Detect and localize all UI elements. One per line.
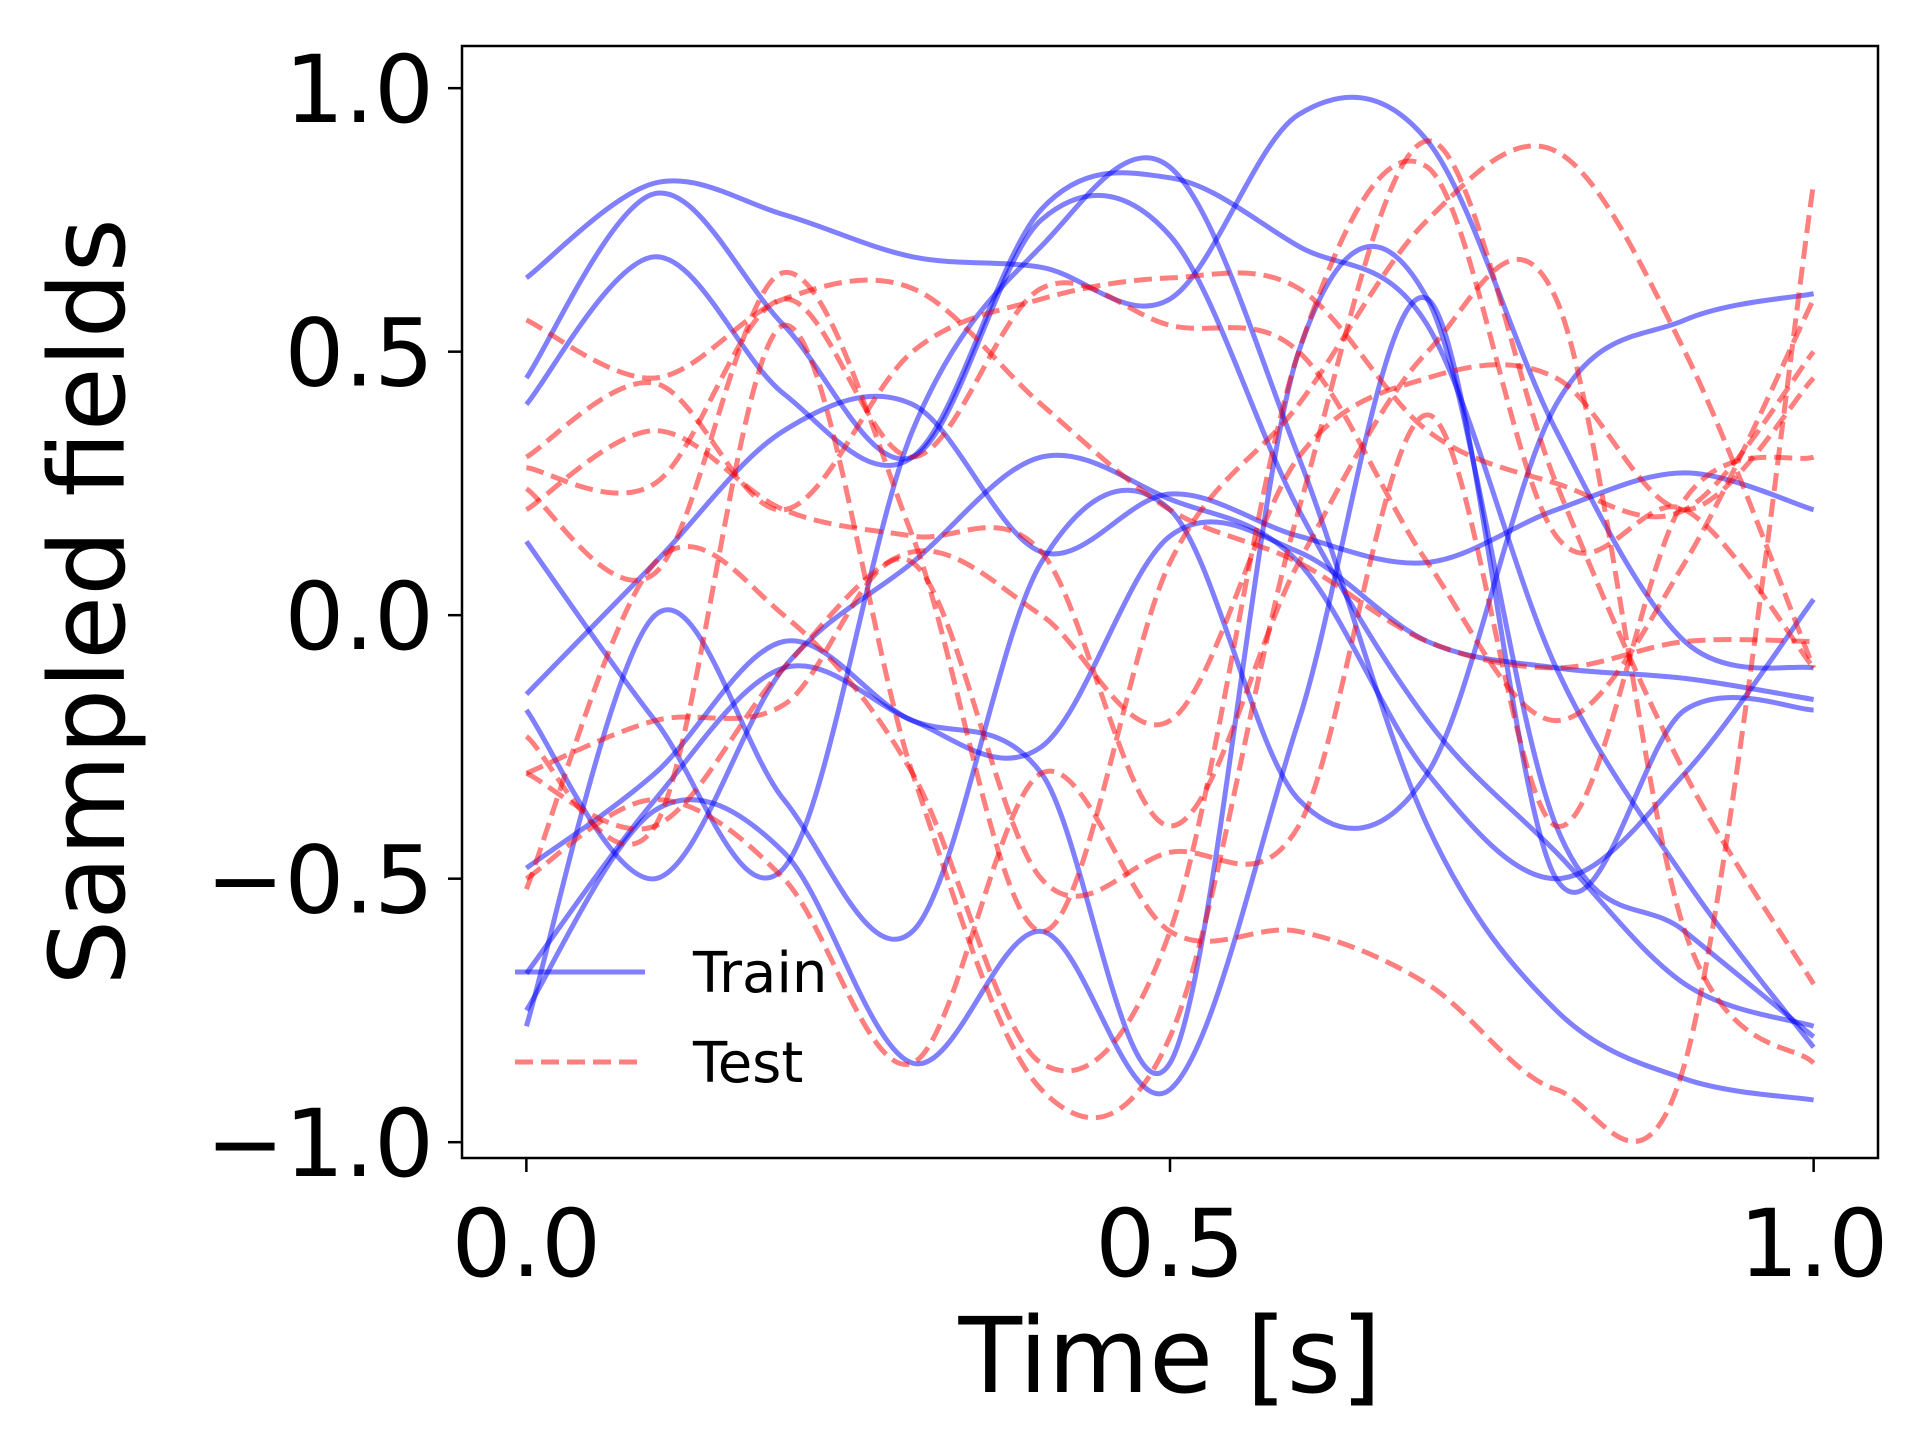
test-series-line-3 (525, 280, 1816, 724)
train-series-line-4 (524, 155, 1815, 1103)
y-tick-label-0: −1.0 (206, 1090, 434, 1199)
y-tick-label-2: 0.0 (285, 563, 435, 672)
train-series-line-2 (524, 190, 1815, 1029)
ticks-layer: 0.0 0.5 1.0 −1.0 −0.5 0.0 0.5 1.0 (206, 36, 1889, 1299)
train-series-line-5 (524, 393, 1815, 696)
y-tick-label-1: −0.5 (206, 827, 434, 936)
test-series-line-7 (525, 412, 1815, 899)
x-tick-label-0: 0.0 (452, 1190, 602, 1299)
test-series-line-4 (524, 143, 1816, 934)
test-series-line-2 (525, 270, 1816, 520)
train-series-line-3 (524, 170, 1816, 1049)
plot-frame (460, 44, 1880, 1160)
legend-train-label: Train (692, 941, 827, 1006)
test-series-line-1 (525, 277, 1814, 671)
y-axis-label: Sampled fields (27, 218, 149, 986)
test-series-line-6 (524, 138, 1816, 1121)
x-tick-label-2: 1.0 (1739, 1190, 1889, 1299)
legend: Train Test (515, 941, 827, 1096)
x-tick-label-1: 0.5 (1095, 1190, 1245, 1299)
train-series-line-1 (524, 94, 1815, 671)
x-axis-label: Time [s] (958, 1295, 1382, 1417)
train-series-line-9 (524, 295, 1814, 1096)
train-series-line-6 (524, 519, 1815, 871)
train-series-line-10 (524, 291, 1815, 1027)
test-series-line-5 (525, 256, 1816, 1065)
legend-test-label: Test (692, 1031, 803, 1096)
test-series-line-8 (525, 182, 1817, 1144)
series-layer (524, 94, 1817, 1144)
y-tick-label-4: 1.0 (285, 36, 435, 145)
train-series-line-7 (524, 452, 1816, 882)
y-tick-label-3: 0.5 (285, 300, 435, 409)
test-series-line-9 (524, 158, 1816, 1074)
test-series-line-10 (525, 362, 1816, 832)
